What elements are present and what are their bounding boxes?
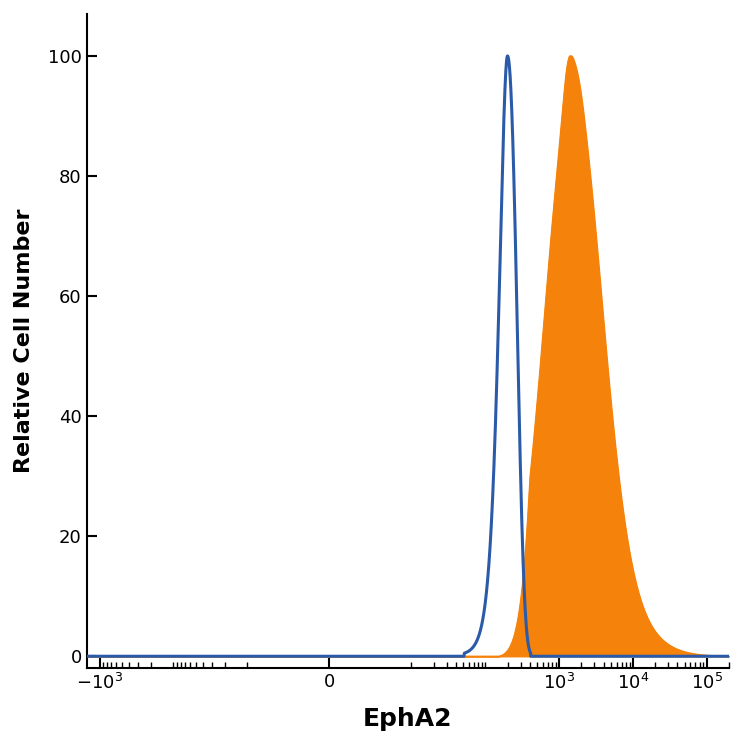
X-axis label: EphA2: EphA2	[363, 707, 452, 731]
Y-axis label: Relative Cell Number: Relative Cell Number	[14, 209, 34, 473]
